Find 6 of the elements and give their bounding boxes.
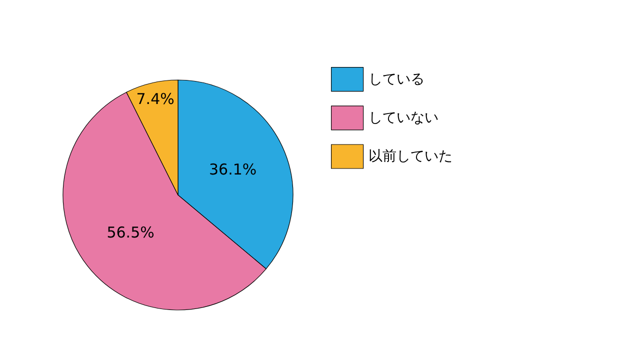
legend-label: している (368, 71, 424, 88)
data-label: 36.1% (208, 160, 257, 178)
data-label: 7.4% (136, 90, 174, 108)
legend-label: 以前していた (368, 148, 452, 164)
data-label: 56.5% (106, 224, 154, 242)
legend-label: していない (368, 110, 438, 126)
